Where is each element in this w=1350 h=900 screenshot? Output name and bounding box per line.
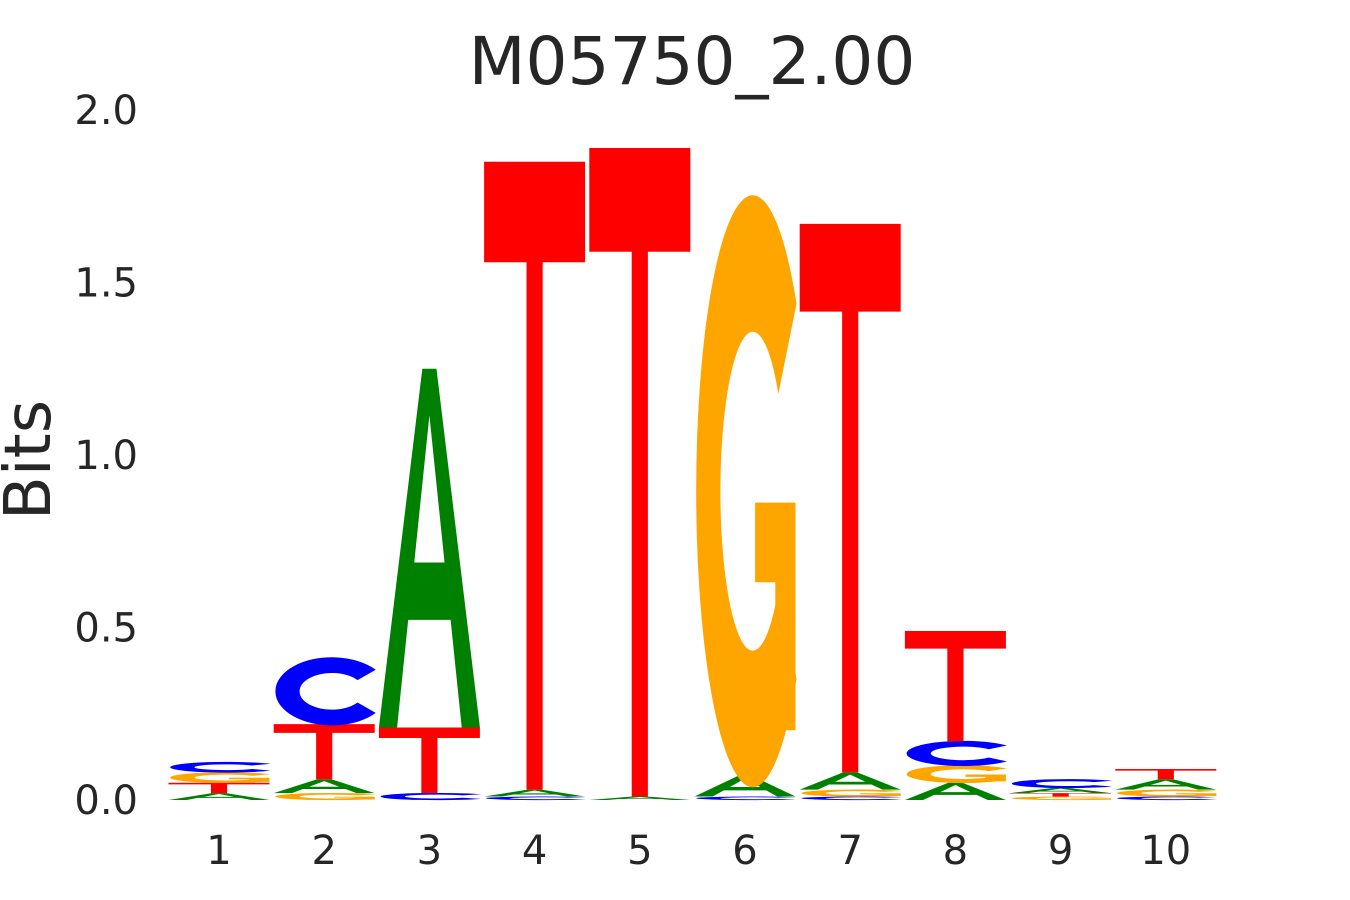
letter-A [378, 368, 480, 728]
letter-G [170, 772, 271, 783]
x-tick-label: 2 [311, 828, 336, 874]
letter-A [694, 775, 796, 797]
x-tick-label: 6 [732, 828, 757, 874]
y-axis-label: Bits [0, 400, 66, 520]
letter-T [1115, 768, 1217, 780]
letter-T [904, 630, 1006, 742]
letter-G [801, 789, 902, 797]
letter-C [1011, 779, 1113, 789]
letter-T [378, 727, 480, 794]
letter-C [906, 740, 1007, 766]
letter-T [273, 724, 375, 780]
letter-A [589, 796, 691, 800]
letter-T [484, 161, 586, 790]
letter-C [275, 657, 376, 726]
x-tick-label: 9 [1048, 828, 1073, 874]
letter-C [696, 796, 797, 801]
letter-C [1117, 796, 1218, 801]
y-axis-ticks: 0.0 0.5 1.0 1.5 2.0 [74, 88, 138, 824]
x-tick-label: 5 [627, 828, 652, 874]
letter-A [484, 789, 586, 797]
y-tick-label: 2.0 [74, 88, 138, 134]
letter-A [1115, 779, 1217, 790]
x-tick-label: 8 [943, 828, 968, 874]
letter-T [799, 223, 901, 773]
letter-C [380, 792, 481, 801]
letter-A [904, 782, 1006, 800]
x-tick-label: 4 [522, 828, 547, 874]
y-tick-label: 1.0 [74, 433, 138, 479]
x-axis-ticks: 1 2 3 4 5 6 7 8 9 10 [206, 828, 1191, 874]
letter-G [1012, 796, 1113, 801]
y-tick-label: 1.5 [74, 261, 138, 307]
letter-A [168, 793, 270, 800]
y-tick-label: 0.5 [74, 606, 138, 652]
letter-G [275, 792, 376, 801]
letter-G [906, 765, 1007, 784]
x-tick-label: 3 [417, 828, 442, 874]
x-tick-label: 1 [206, 828, 231, 874]
letter-C [801, 796, 902, 801]
letter-T [168, 782, 270, 794]
logo-letters [168, 147, 1218, 801]
chart-title: M05750_2.00 [469, 23, 916, 100]
letter-A [1010, 787, 1112, 794]
x-tick-label: 7 [837, 828, 862, 874]
x-tick-label: 10 [1140, 828, 1191, 874]
letter-C [170, 761, 271, 773]
letter-A [799, 772, 901, 790]
letter-C [486, 796, 587, 801]
letter-T [1010, 793, 1112, 797]
y-tick-label: 0.0 [74, 778, 138, 824]
letter-G [696, 195, 797, 788]
letter-G [1117, 789, 1218, 797]
letter-A [273, 779, 375, 794]
letter-T [589, 147, 691, 797]
